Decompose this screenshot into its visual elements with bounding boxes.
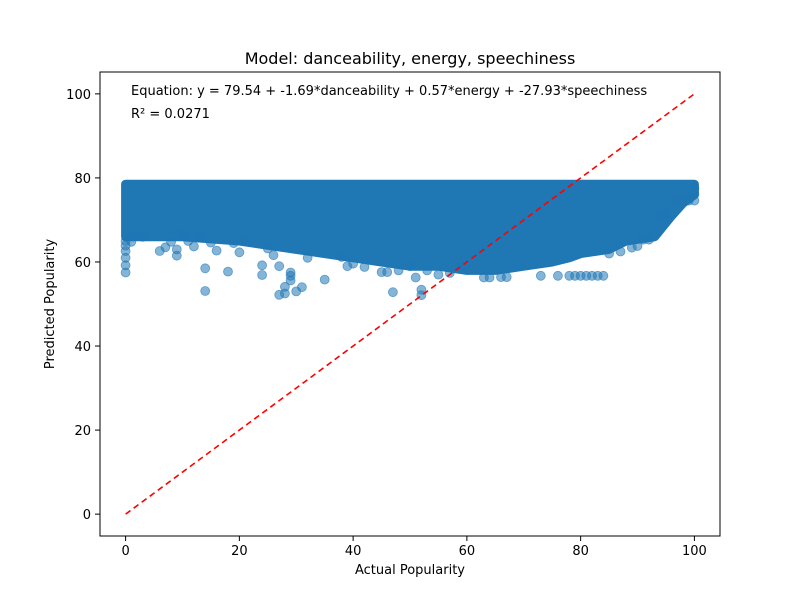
scatter-point — [177, 229, 188, 240]
scatter-point — [535, 270, 546, 281]
y-tick-label: 100 — [66, 88, 91, 103]
scatter-point — [200, 263, 211, 274]
r-squared-annotation: R² = 0.0271 — [131, 107, 210, 122]
scatter-point — [171, 244, 182, 255]
scatter-point — [262, 243, 273, 254]
scatter-point — [393, 265, 404, 276]
scatter-point — [615, 246, 626, 257]
scatter-point — [285, 267, 296, 278]
equation-annotation: Equation: y = 79.54 + -1.69*danceability… — [131, 84, 647, 99]
scatter-point — [598, 270, 609, 281]
scatter-point — [348, 258, 359, 269]
scatter-point — [200, 286, 211, 296]
scatter-point — [319, 274, 330, 285]
chart-title: Model: danceability, energy, speechiness — [245, 49, 576, 68]
scatter-point — [410, 272, 421, 283]
scatter-point — [274, 261, 285, 272]
x-tick-label: 20 — [231, 544, 248, 559]
y-tick-label: 80 — [74, 172, 91, 187]
scatter-point — [211, 245, 222, 256]
scatter-point — [661, 209, 671, 220]
scatter-point — [433, 269, 444, 280]
scatter-point — [359, 262, 370, 272]
scatter-point — [228, 238, 239, 249]
y-tick-label: 60 — [74, 256, 91, 271]
scatter-point — [234, 247, 245, 258]
y-axis: 0 20 40 60 80 100 — [66, 88, 100, 523]
x-tick-label: 60 — [459, 544, 476, 559]
scatter-point — [257, 270, 268, 280]
scatter-point — [302, 252, 313, 263]
scatter-point — [501, 272, 512, 283]
scatter-point — [137, 231, 148, 242]
scatter-point — [632, 241, 643, 251]
scatter-point — [444, 267, 455, 278]
scatter-point — [240, 234, 250, 245]
scatter-point — [484, 272, 495, 283]
axes-frame — [99, 71, 721, 537]
reference-line — [125, 93, 695, 515]
scatter-point — [296, 282, 307, 293]
plot-area — [120, 93, 700, 515]
scatter-point — [336, 251, 347, 262]
scatter-point — [405, 261, 415, 272]
scatter-point — [387, 287, 398, 298]
x-tick-label: 40 — [345, 544, 362, 559]
scatter-point — [416, 284, 427, 295]
scatter-point — [279, 281, 290, 292]
x-axis-label: Actual Popularity — [355, 563, 465, 578]
x-axis: 0 20 40 60 80 100 — [121, 536, 707, 559]
y-axis-label: Predicted Popularity — [43, 239, 58, 370]
scatter-point — [268, 250, 279, 261]
scatter-point — [188, 241, 199, 252]
x-tick-label: 0 — [121, 544, 129, 559]
scatter-point — [689, 183, 700, 194]
dense-point-cloud — [121, 179, 699, 275]
scatter-point — [422, 265, 433, 276]
scatter-point — [257, 260, 268, 271]
y-tick-label: 0 — [83, 508, 91, 523]
x-tick-label: 100 — [682, 544, 707, 559]
x-tick-label: 80 — [572, 544, 589, 559]
y-tick-label: 40 — [74, 340, 91, 355]
scatter-point — [223, 266, 233, 277]
scatter-point — [194, 232, 205, 243]
scatter-point — [604, 248, 614, 259]
scatter-point — [166, 236, 177, 247]
scatter-point — [553, 270, 563, 281]
scatter-point — [205, 237, 216, 248]
scatter-point — [644, 234, 654, 245]
scatter-point — [382, 267, 393, 278]
y-tick-label: 20 — [74, 424, 91, 439]
